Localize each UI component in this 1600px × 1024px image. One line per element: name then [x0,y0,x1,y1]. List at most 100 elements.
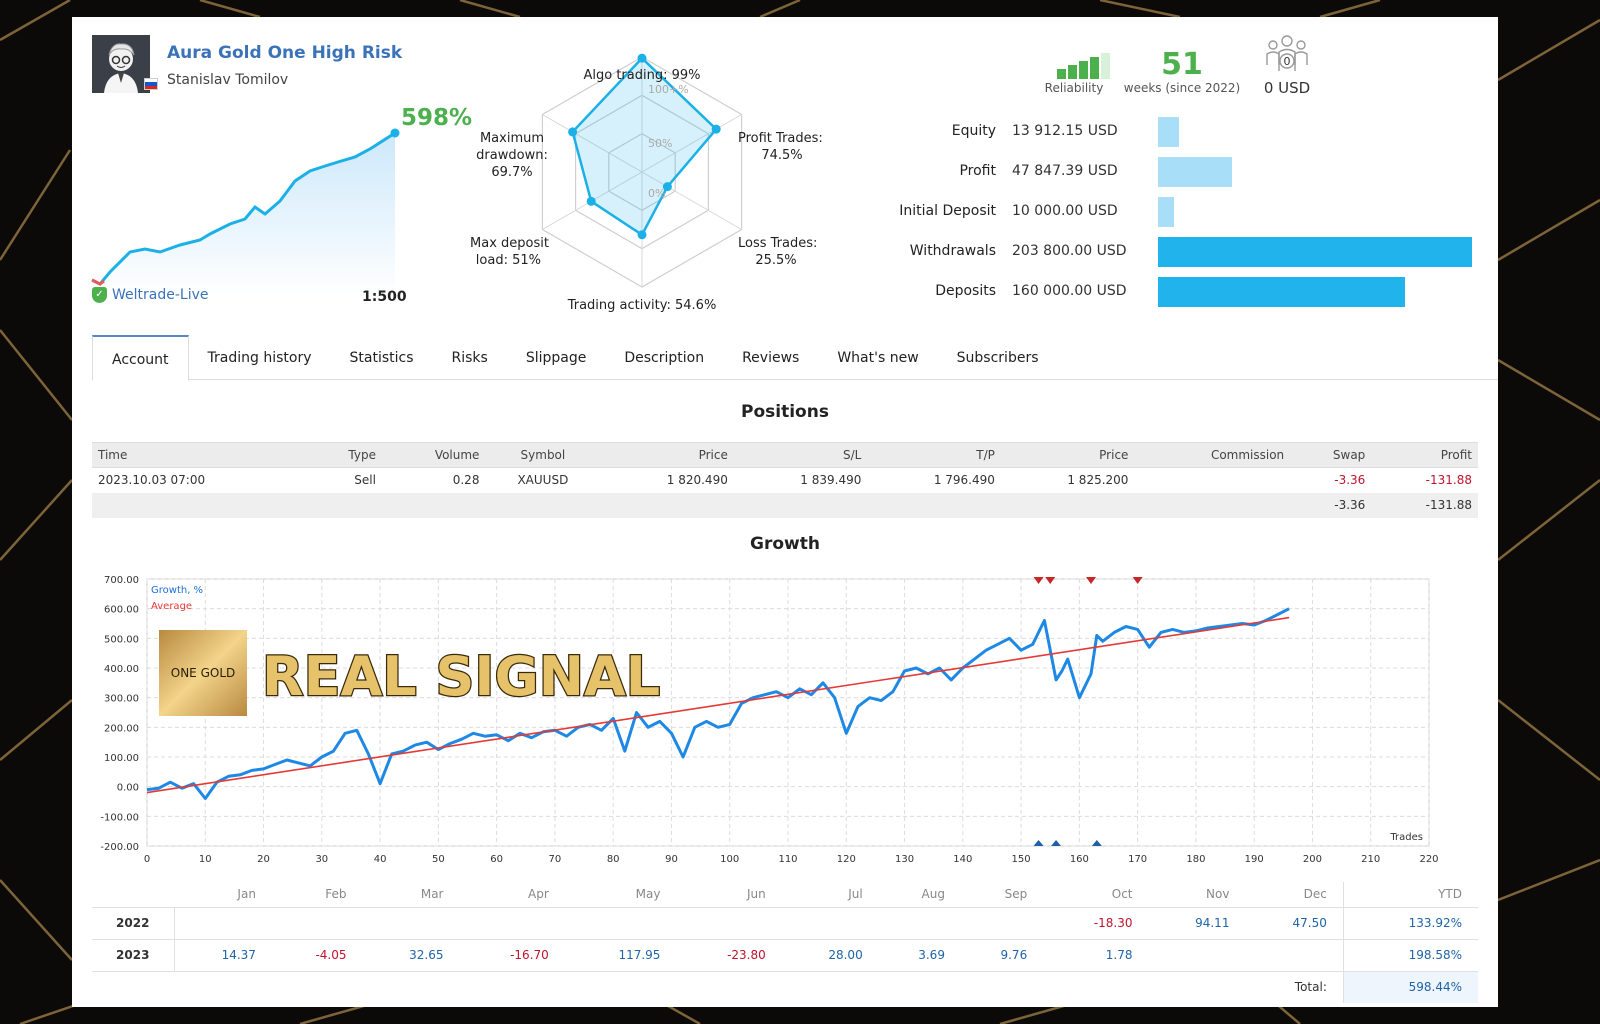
positions-header[interactable]: Price [600,442,734,468]
subscribers-icon[interactable]: 0 [1264,35,1310,75]
table-cell: XAUUSD [517,473,569,488]
stat-value: 203 800.00 USD [1012,243,1127,259]
positions-header[interactable]: Type [309,442,382,468]
totals-cell [92,492,310,518]
table-cell: 1 820.490 [666,473,728,488]
month-value [459,906,565,939]
weeks-count: 51 [1161,47,1203,82]
y-tick-label: 500.00 [104,634,139,645]
russia-flag-icon [144,78,158,90]
leverage: 1:500 [362,289,407,305]
radar-label-dd-3: 69.7% [491,165,532,180]
stat-bar [1158,157,1232,187]
totals-cell [309,492,382,518]
reliability-bar-2 [1079,61,1088,79]
stat-label: Initial Deposit [899,203,996,219]
ytd-value: 198.58% [1342,938,1478,971]
positions-header[interactable]: Volume [381,442,486,468]
year-cell: 2023 [92,938,175,971]
month-value [781,906,879,939]
positions-header[interactable]: T/P [867,442,1001,468]
y-tick-label: 100.00 [104,753,139,764]
positions-header[interactable]: S/L [733,442,868,468]
month-value: 1.78 [1043,938,1149,971]
totals-cell: -131.88 [1371,492,1478,518]
table-cell: -131.88 [1425,473,1472,488]
x-tick-label: 110 [778,854,797,865]
one-gold-logo [159,630,247,716]
radar-label-profit-2: 74.5% [761,148,802,163]
totals-cell [1000,492,1135,518]
y-tick-label: -200.00 [100,842,139,853]
x-tick-label: 180 [1186,854,1205,865]
signal-name[interactable]: Aura Gold One High Risk [167,43,403,63]
y-tick-label: 700.00 [104,575,139,586]
x-tick-label: 200 [1303,854,1322,865]
tab-bar: Account Trading history Statistics Risks Sli… [92,335,1498,381]
table-cell: -3.36 [1334,473,1366,488]
x-tick-label: 190 [1245,854,1264,865]
mini-drawdown-line [91,278,105,286]
deposit-marker [1086,577,1097,584]
stat-value: 47 847.39 USD [1012,163,1118,179]
monthly-returns-table: Jan Feb Mar Apr May Jun Jul Aug Sep Oct Nov Dec YTD … [92,882,1478,1003]
radar-point-4 [586,196,596,206]
tab-trading-history[interactable]: Trading history [207,350,312,366]
withdrawal-marker [1091,840,1102,846]
tab-slippage[interactable]: Slippage [525,350,587,366]
deposit-marker [1033,577,1044,584]
month-value: 32.65 [362,938,460,971]
tab-reviews[interactable]: Reviews [742,350,800,366]
positions-header[interactable]: Symbol [485,442,601,468]
month-value: 3.69 [878,938,961,971]
positions-header[interactable]: Swap [1290,442,1372,468]
year-cell: 2022 [92,906,175,939]
shield-check-icon: ✓ [92,287,107,303]
stat-value: 160 000.00 USD [1012,283,1127,299]
reliability-label: Reliability [1044,81,1104,95]
tab-subscribers[interactable]: Subscribers [956,350,1039,366]
positions-header[interactable]: Commission [1134,442,1291,468]
positions-header[interactable]: Time [92,442,310,468]
mini-growth-area [92,133,395,297]
tab-account[interactable]: Account [92,335,189,381]
month-header: Jul [848,887,863,902]
x-tick-label: 20 [257,854,270,865]
stat-bar [1158,237,1472,267]
month-value: -16.70 [459,938,565,971]
radar-point-1 [711,124,721,134]
totals-row: -3.36 -131.88 [92,492,1478,518]
x-tick-label: 40 [374,854,387,865]
total-row: Total: 598.44% [92,970,1478,1003]
mini-growth-chart [91,128,400,297]
tab-statistics[interactable]: Statistics [349,350,414,366]
tab-risks[interactable]: Risks [451,350,488,366]
radar-point-2 [662,182,672,192]
stat-row-withdrawals: Withdrawals 203 800.00 USD [852,237,1492,267]
author-name[interactable]: Stanislav Tomilov [167,72,289,88]
radar-point-3 [637,230,647,240]
stat-value: 10 000.00 USD [1012,203,1118,219]
legend-growth: Growth, % [151,585,203,596]
totals-cell [485,492,601,518]
positions-header[interactable]: Price [1000,442,1135,468]
x-tick-label: 150 [1012,854,1031,865]
broker-link[interactable]: ✓ Weltrade-Live [92,287,209,303]
y-tick-label: 200.00 [104,723,139,734]
stat-bar [1158,117,1180,147]
table-cell: 1 796.490 [933,473,995,488]
radar-label-load-1: Max deposit [470,236,549,251]
weeks-label: weeks (since 2022) [1123,81,1241,95]
tab-what-s-new[interactable]: What's new [837,350,919,366]
table-cell: 0.28 [452,473,480,488]
tab-description[interactable]: Description [624,350,705,366]
radar-axis-5 [542,114,643,173]
reliability-bars [1057,53,1111,79]
month-value [1148,938,1246,971]
author-avatar[interactable] [92,35,150,93]
legend-average: Average [151,601,192,612]
positions-header[interactable]: Profit [1371,442,1478,468]
stat-label: Profit [959,163,996,179]
x-tick-label: 0 [144,854,150,865]
withdrawal-marker [1051,840,1062,846]
